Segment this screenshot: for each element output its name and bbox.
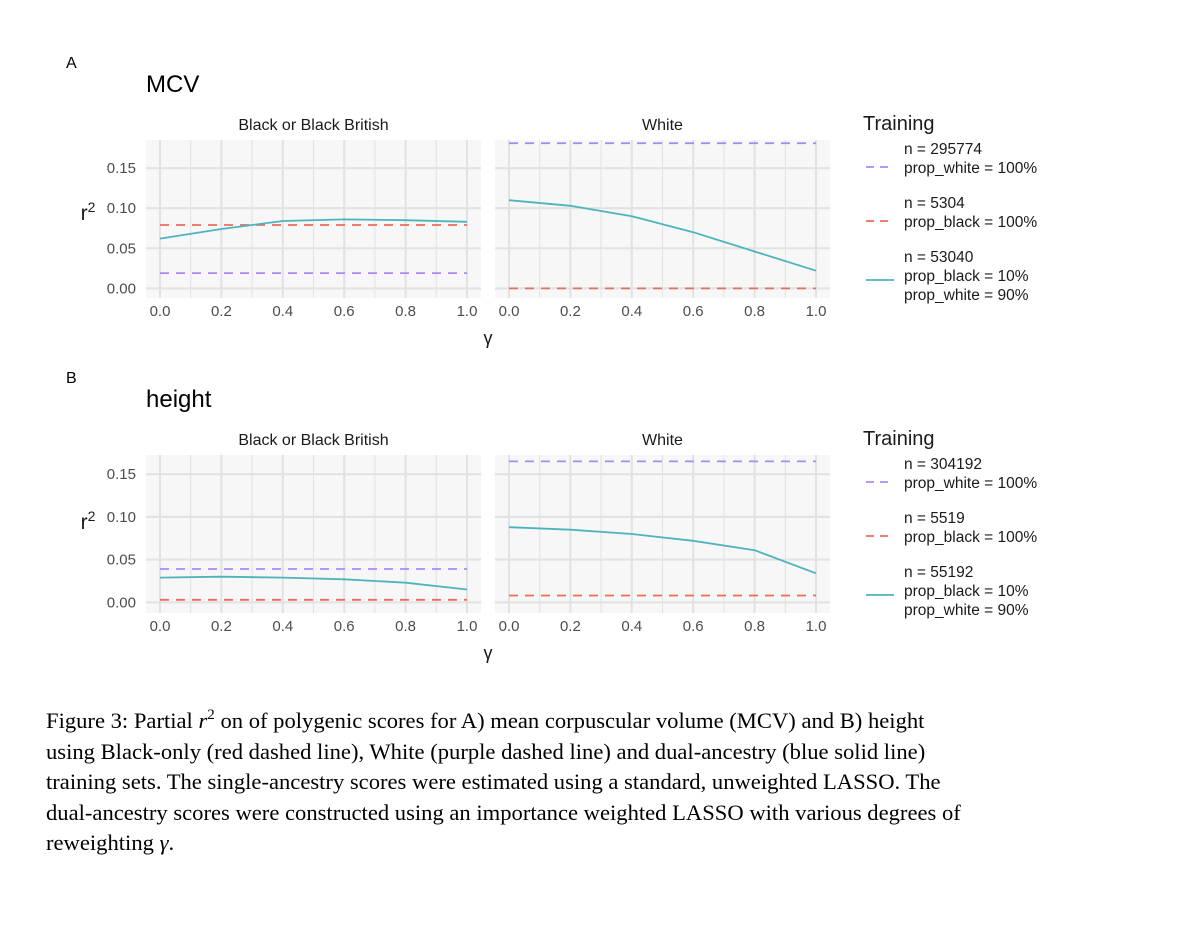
caption-line: training sets. The single-ancestry score… [46, 767, 1136, 798]
caption-text: dual-ancestry scores were constructed us… [46, 799, 961, 825]
legend-entry-text: n = 304192 [904, 456, 982, 473]
x-tick-label: 0.4 [272, 618, 293, 635]
legend-entry-text: n = 5519 [904, 510, 965, 527]
facet-1: White 0.0 0.2 0.4 0.6 0.8 1.0 [495, 117, 830, 320]
x-tick-label: 0.6 [334, 618, 355, 635]
legend-entry-text: n = 53040 [904, 249, 974, 266]
facet-title: Black or Black British [238, 432, 388, 449]
y-axis-label-base: r [81, 511, 88, 534]
x-tick-label: 0.2 [211, 618, 232, 635]
legend-entry-text: prop_black = 10% [904, 268, 1029, 285]
caption-line: reweighting γ. [46, 828, 1136, 859]
series-line-dual [508, 199, 817, 272]
legend-entry-text: n = 5304 [904, 195, 965, 212]
legend-entry-black: n = 5304 prop_black = 100% [866, 195, 1037, 231]
legend-entry-text: n = 55192 [904, 564, 973, 581]
caption-text: Figure 3: Partial [46, 708, 199, 733]
chart-title: MCV [146, 71, 199, 98]
series-line-dual [159, 575, 468, 591]
y-axis-label-superscript: 2 [88, 508, 96, 524]
x-tick-label: 0.0 [150, 618, 171, 635]
x-tick-label: 0.2 [560, 303, 581, 320]
facet-title: White [642, 117, 683, 134]
x-axis-label: γ [484, 328, 493, 348]
legend-entry-black: n = 5519 prop_black = 100% [866, 510, 1037, 546]
x-tick-label: 0.4 [272, 303, 293, 320]
y-tick-label: 0.10 [107, 509, 136, 526]
x-tick-label: 0.6 [683, 618, 704, 635]
legend-entry-white: n = 304192 prop_white = 100% [866, 456, 1037, 492]
legend-entry-text: prop_white = 100% [904, 160, 1037, 177]
x-tick-label: 0.8 [744, 303, 765, 320]
legend-title: Training [863, 428, 935, 450]
y-tick-label: 0.05 [107, 552, 136, 569]
x-tick-label: 0.8 [395, 618, 416, 635]
legend-entry-text: prop_black = 100% [904, 529, 1037, 546]
caption-text: training sets. The single-ancestry score… [46, 769, 941, 794]
legend-entry-text: n = 295774 [904, 141, 982, 158]
legend-entry-text: prop_black = 100% [904, 214, 1037, 231]
panel-a-mcv: A MCV Black or Black British 0.0 0.2 0.4 0.6 0.… [66, 55, 1037, 348]
x-tick-label: 0.6 [683, 303, 704, 320]
legend-entry-text: prop_white = 90% [904, 287, 1029, 304]
x-tick-label: 0.0 [499, 303, 520, 320]
legend-entry-dual: n = 53040 prop_black = 10% prop_white = 90… [866, 249, 1029, 304]
caption-line: using Black-only (red dashed line), Whit… [46, 737, 1136, 768]
x-tick-label: 1.0 [806, 303, 827, 320]
facet-0: Black or Black British 0.0 0.2 0.4 0.6 0.8 1.0 [146, 117, 481, 320]
x-tick-label: 1.0 [457, 303, 478, 320]
caption-line: dual-ancestry scores were constructed us… [46, 798, 1136, 829]
chart-title: height [146, 386, 212, 413]
y-axis-label-superscript: 2 [88, 199, 96, 215]
x-tick-label: 1.0 [806, 618, 827, 635]
caption-text: using Black-only (red dashed line), Whit… [46, 738, 926, 764]
y-tick-label: 0.15 [107, 160, 136, 177]
facet-1: White 0.0 0.2 0.4 0.6 0.8 1.0 [495, 432, 830, 635]
y-axis-label: r2 [81, 199, 96, 225]
legend-title: Training [863, 113, 935, 135]
y-axis-label: r2 [81, 508, 96, 534]
caption-text: reweighting [46, 830, 160, 855]
x-tick-label: 0.2 [560, 618, 581, 635]
caption-superscript: 2 [207, 707, 215, 723]
panel-label: A [66, 55, 77, 72]
facet-title: Black or Black British [238, 117, 388, 134]
caption-text: γ [159, 830, 169, 855]
legend-entry-text: prop_white = 100% [904, 475, 1037, 492]
facet-0: Black or Black British 0.0 0.2 0.4 0.6 0.8 1.0 [146, 432, 481, 635]
facet-title: White [642, 432, 683, 449]
x-tick-label: 0.8 [395, 303, 416, 320]
figure-caption: Figure 3: Partial r2 on of polygenic sco… [46, 706, 1136, 859]
legend-entry-dual: n = 55192 prop_black = 10% prop_white = 90… [866, 564, 1029, 619]
caption-text: on of polygenic scores for A) mean corpu… [214, 708, 925, 733]
x-axis-label: γ [484, 643, 493, 663]
x-tick-label: 0.4 [621, 303, 642, 320]
x-tick-label: 0.6 [334, 303, 355, 320]
x-tick-label: 0.0 [150, 303, 171, 320]
y-tick-label: 0.15 [107, 466, 136, 483]
panel-label: B [66, 370, 77, 387]
y-axis-label-base: r [81, 202, 88, 225]
y-tick-label: 0.00 [107, 594, 136, 611]
legend-entry-text: prop_black = 10% [904, 583, 1029, 600]
legend-entry-white: n = 295774 prop_white = 100% [866, 141, 1037, 177]
x-tick-label: 1.0 [457, 618, 478, 635]
legend: Training n = 304192 prop_white = 100% n = 5… [863, 428, 1037, 619]
series-line-dual [159, 218, 468, 240]
y-tick-label: 0.05 [107, 240, 136, 257]
caption-text: . [168, 830, 175, 855]
x-tick-label: 0.4 [621, 618, 642, 635]
y-tick-label: 0.00 [107, 280, 136, 297]
y-tick-label: 0.10 [107, 200, 136, 217]
caption-line: Figure 3: Partial r2 on of polygenic sco… [46, 706, 1136, 737]
series-line-dual [508, 526, 817, 575]
x-tick-label: 0.2 [211, 303, 232, 320]
x-tick-label: 0.0 [499, 618, 520, 635]
legend: Training n = 295774 prop_white = 100% n = 5… [863, 113, 1037, 304]
x-tick-label: 0.8 [744, 618, 765, 635]
caption-text: r [198, 708, 208, 733]
legend-entry-text: prop_white = 90% [904, 602, 1029, 619]
